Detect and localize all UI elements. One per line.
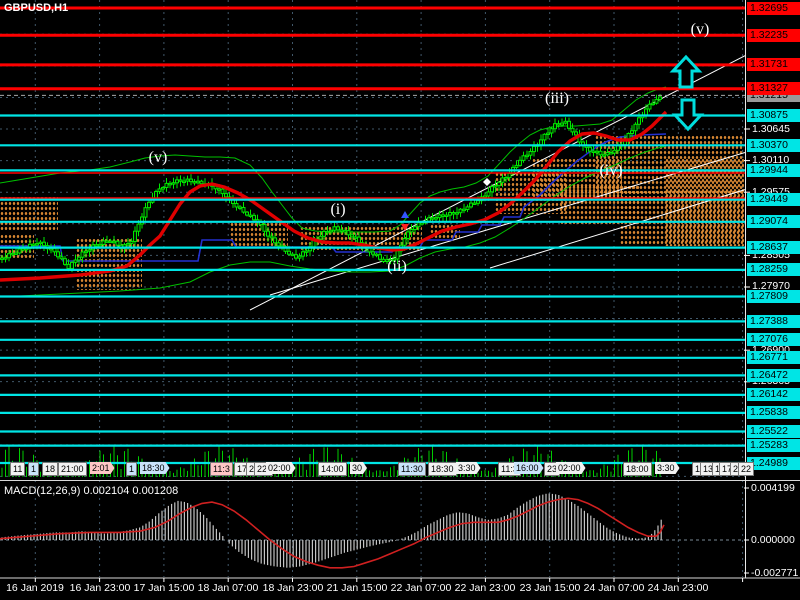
news-chip[interactable]: 1 xyxy=(28,462,40,476)
news-chip[interactable]: 18:00 xyxy=(623,462,652,476)
price-tick-label: 1.30645 xyxy=(752,123,790,135)
price-level-badge[interactable]: 1.31327 xyxy=(747,82,800,95)
time-axis-label: 24 Jan 23:00 xyxy=(647,582,709,594)
sell-arrow-icon[interactable] xyxy=(401,224,409,231)
time-axis-label: 17 Jan 15:00 xyxy=(133,582,195,594)
macd-scale-label: -0.002771 xyxy=(751,567,799,579)
ichimoku-cloud-patch xyxy=(0,196,58,232)
price-level-badge[interactable]: 1.25838 xyxy=(747,406,800,419)
time-axis-label: 18 Jan 23:00 xyxy=(262,582,324,594)
news-chip[interactable]: 1 xyxy=(126,462,138,476)
time-axis-label: 23 Jan 15:00 xyxy=(519,582,581,594)
time-axis-label: 22 Jan 07:00 xyxy=(390,582,452,594)
price-level-badge[interactable]: 1.27809 xyxy=(747,290,800,303)
time-axis-label: 18 Jan 07:00 xyxy=(197,582,259,594)
upper-channel-line[interactable] xyxy=(0,86,667,233)
price-level-badge[interactable]: 1.26472 xyxy=(747,369,800,382)
macd-label: MACD(12,26,9) 0.002104 0.001208 xyxy=(4,485,179,497)
wave-label[interactable]: (iv) xyxy=(599,162,623,179)
time-axis-label: 16 Jan 23:00 xyxy=(69,582,131,594)
news-chip[interactable]: 11:30 xyxy=(398,462,426,476)
macd-scale-label: 0.004199 xyxy=(751,482,795,494)
price-level-badge[interactable]: 1.26142 xyxy=(747,388,800,401)
price-level-badge[interactable]: 1.24989 xyxy=(747,457,800,470)
news-chip[interactable]: 3:30 xyxy=(655,462,680,474)
price-level-badge[interactable]: 1.30875 xyxy=(747,109,800,122)
price-level-badge[interactable]: 1.29074 xyxy=(747,215,800,228)
news-chip[interactable]: 2:01 xyxy=(90,462,115,474)
price-level-badge[interactable]: 1.32235 xyxy=(747,29,800,42)
price-level-badge[interactable]: 1.27076 xyxy=(747,333,800,346)
news-chip[interactable]: 11 xyxy=(10,462,26,476)
news-chip[interactable]: 16:00 xyxy=(514,462,544,474)
wave-label[interactable]: (ii) xyxy=(387,258,407,275)
trendline[interactable] xyxy=(489,189,746,269)
price-tick-label: 1.27970 xyxy=(752,280,790,292)
time-axis-label: 22 Jan 23:00 xyxy=(454,582,516,594)
price-level-badge[interactable]: 1.25522 xyxy=(747,425,800,438)
red-ma-line[interactable] xyxy=(0,110,668,282)
price-level-badge[interactable]: 1.29944 xyxy=(747,164,800,177)
price-level-badge[interactable]: 1.32695 xyxy=(747,2,800,15)
price-tick-label: 1.30110 xyxy=(752,154,790,166)
price-level-badge[interactable]: 1.27388 xyxy=(747,315,800,328)
buy-arrow-icon[interactable] xyxy=(401,211,409,218)
wave-label[interactable]: (v) xyxy=(690,21,710,38)
news-chip[interactable]: 02:00 xyxy=(266,462,296,474)
up-arrow-icon[interactable] xyxy=(669,54,703,89)
price-level-badge[interactable]: 1.29449 xyxy=(747,193,800,206)
news-chip[interactable]: 18 xyxy=(42,462,59,476)
wave-label[interactable]: (v) xyxy=(148,149,168,166)
price-level-badge[interactable]: 1.31731 xyxy=(747,58,800,71)
price-level-badge[interactable]: 1.25283 xyxy=(747,439,800,452)
price-level-badge[interactable]: 1.28259 xyxy=(747,263,800,276)
news-chip[interactable]: 3:30 xyxy=(456,462,481,474)
news-chip[interactable]: 30 xyxy=(350,462,367,474)
diamond-marker-icon[interactable] xyxy=(483,178,491,186)
lower-channel-line[interactable] xyxy=(0,145,667,298)
news-chip[interactable]: 11:3 xyxy=(210,462,233,476)
kijun-line[interactable] xyxy=(0,133,667,262)
wave-label[interactable]: (i) xyxy=(330,201,346,218)
trendline[interactable] xyxy=(269,152,746,296)
price-level-badge[interactable]: 1.26771 xyxy=(747,351,800,364)
down-arrow-icon[interactable] xyxy=(671,98,705,132)
price-level-badge[interactable]: 1.28637 xyxy=(747,241,800,254)
price-level-badge[interactable]: 1.30370 xyxy=(747,139,800,152)
time-axis-label: 21 Jan 15:00 xyxy=(326,582,388,594)
time-axis-label: 24 Jan 07:00 xyxy=(583,582,645,594)
macd-scale-label: 0.000000 xyxy=(751,534,795,546)
time-axis-label: 16 Jan 2019 xyxy=(6,582,64,594)
news-chip[interactable]: 21:00 xyxy=(58,462,87,476)
news-chip[interactable]: 14:00 xyxy=(318,462,347,476)
news-chip[interactable]: 18:30 xyxy=(428,462,457,476)
wave-label[interactable]: (iii) xyxy=(545,90,569,107)
news-chip[interactable]: 18:30 xyxy=(140,462,170,474)
symbol-label: GBPUSD,H1 xyxy=(4,2,69,14)
news-chip[interactable]: 22 xyxy=(738,462,755,476)
news-chip[interactable]: 02:00 xyxy=(556,462,586,474)
macd-histogram xyxy=(1,493,662,568)
macd-signal-line xyxy=(0,497,665,569)
